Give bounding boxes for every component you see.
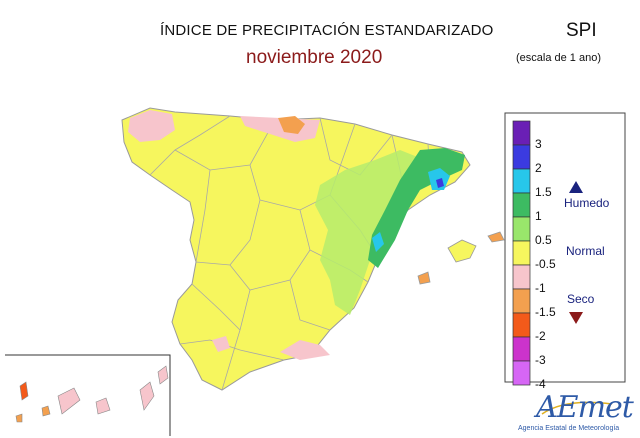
- balearic-ibiza: [417, 271, 431, 285]
- zone-orange-basque: [278, 116, 305, 134]
- legend-tick-label: -1: [535, 281, 546, 295]
- legend-tick-label: 1: [535, 209, 542, 223]
- dry-arrow-icon: [569, 312, 583, 324]
- aemet-logo-subtitle: Agencia Estatal de Meteorología: [518, 425, 620, 432]
- zone-pink-galicia: [128, 110, 175, 142]
- legend-swatch: [512, 216, 531, 242]
- legend-tick-label: -1.5: [535, 305, 556, 319]
- canary-lanzarote: [157, 365, 169, 385]
- zone-blue: [436, 178, 444, 188]
- zone-pink-south: [280, 340, 330, 360]
- map-subtitle: noviembre 2020: [246, 47, 383, 68]
- canary-tenerife: [57, 387, 81, 415]
- zone-cyan-east: [372, 232, 384, 252]
- legend-tick-label: -0.5: [535, 257, 556, 271]
- legend-swatch: [512, 360, 531, 386]
- legend-swatch: [512, 120, 531, 146]
- legend-swatch: [512, 240, 531, 266]
- legend-swatch: [512, 336, 531, 362]
- legend-swatch: [512, 264, 531, 290]
- legend-normal-label: Normal: [566, 244, 605, 258]
- legend-tick-label: -2: [535, 329, 546, 343]
- legend-tick-label: -3: [535, 353, 546, 367]
- balearic-menorca: [487, 231, 505, 243]
- legend-swatch: [512, 192, 531, 218]
- index-name: SPI: [566, 20, 597, 41]
- legend-dry-label: Seco: [567, 292, 595, 306]
- legend-frame: [504, 112, 626, 383]
- legend-tick-label: 0.5: [535, 233, 552, 247]
- legend-humid-label: Humedo: [564, 196, 610, 210]
- legend-swatch: [512, 144, 531, 170]
- aemet-logo: AEmet: [536, 390, 634, 425]
- legend-tick-label: 3: [535, 137, 542, 151]
- canary-gran-canaria: [95, 397, 111, 415]
- legend-swatch: [512, 288, 531, 314]
- legend-tick-label: 1.5: [535, 185, 552, 199]
- canary-fuerteventura: [139, 381, 155, 411]
- canary-inset-frame: [5, 354, 171, 436]
- canary-el-hierro: [15, 413, 23, 423]
- legend-swatch: [512, 312, 531, 338]
- legend-swatch: [512, 168, 531, 194]
- scale-note: (escala de 1 ano): [516, 52, 601, 64]
- legend-tick-label: 2: [535, 161, 542, 175]
- canary-la-gomera: [41, 405, 51, 417]
- logo-swoosh: [541, 401, 613, 415]
- map-title: ÍNDICE DE PRECIPITACIÓN ESTANDARIZADO: [160, 22, 494, 39]
- balearic-mallorca: [447, 239, 477, 263]
- zone-pink-sw: [212, 336, 230, 352]
- legend-tick-label: -4: [535, 377, 546, 391]
- canary-la-palma: [19, 381, 29, 401]
- humid-arrow-icon: [569, 181, 583, 193]
- legend-color-bar: [504, 112, 626, 386]
